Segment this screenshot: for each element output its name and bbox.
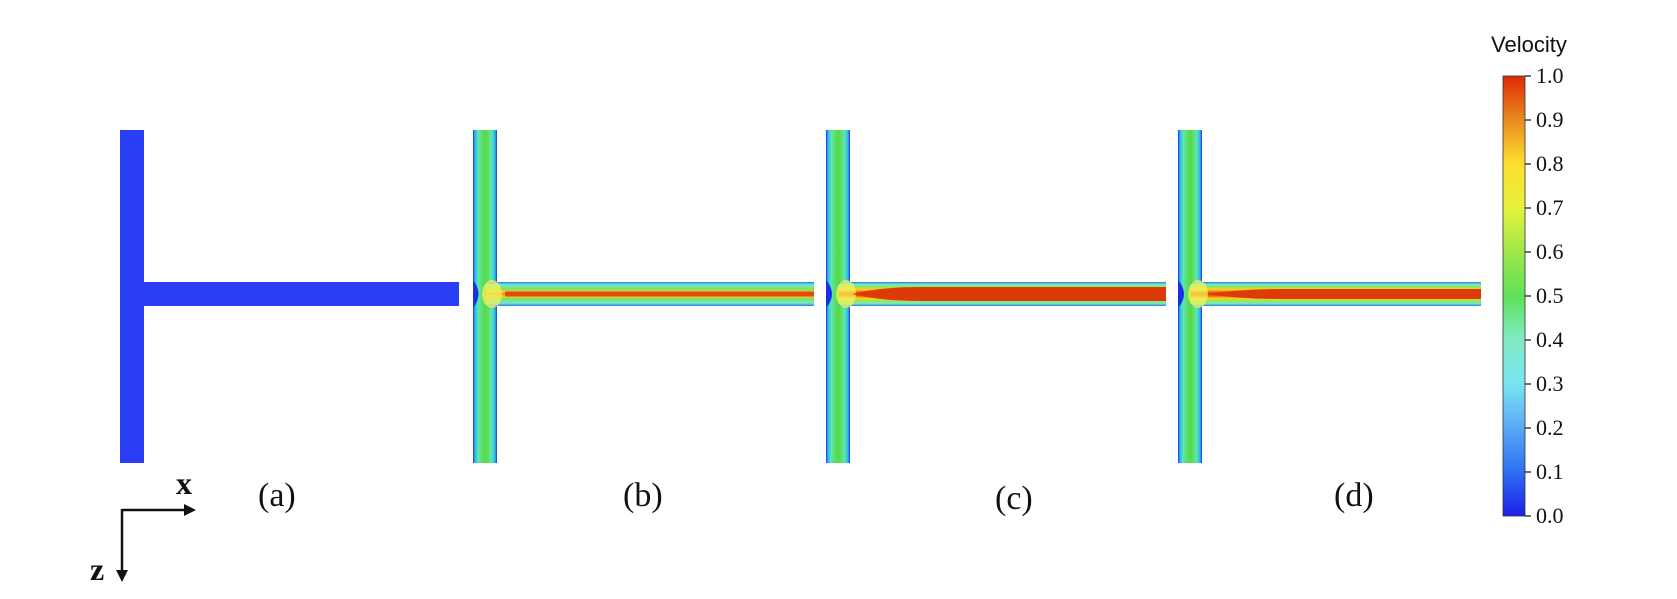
panel-c-junction-glow xyxy=(836,280,856,308)
z-axis-arrowhead-icon xyxy=(116,570,128,582)
colorbar: Velocity 1.0 0.9 0.8 0.7 0.6 0.5 0.4 0.3 0.2 0.1 0… xyxy=(1491,32,1567,528)
panel-b-junction-glow xyxy=(482,280,502,308)
panel-b-contour xyxy=(473,130,814,463)
colorbar-tick-label: 0.5 xyxy=(1536,283,1564,308)
colorbar-tick-label: 1.0 xyxy=(1536,63,1564,88)
colorbar-title: Velocity xyxy=(1491,32,1567,57)
panel-c-label: (c) xyxy=(995,480,1033,517)
panel-a-channel xyxy=(120,130,459,463)
panel-d-junction-stagnation xyxy=(1178,280,1184,308)
panel-b-core-streak xyxy=(505,291,814,297)
panel-a-vertical-channel xyxy=(120,130,144,463)
panel-a-horizontal-channel xyxy=(144,282,459,306)
panel-a-label: (a) xyxy=(258,477,296,514)
panel-c-contour xyxy=(826,130,1166,463)
colorbar-tick-label: 0.9 xyxy=(1536,107,1564,132)
panel-b-label: (b) xyxy=(623,477,663,514)
panel-d-junction-glow xyxy=(1188,280,1208,308)
panel-d-label: (d) xyxy=(1334,477,1374,514)
panel-d-core-streak xyxy=(1206,289,1481,299)
colorbar-tick-label: 0.1 xyxy=(1536,459,1564,484)
panel-d-contour xyxy=(1178,130,1481,463)
panel-b-junction-stagnation xyxy=(473,280,479,308)
panel-c-junction-stagnation xyxy=(826,280,832,308)
coordinate-axes: x z xyxy=(90,465,196,587)
colorbar-tick-label: 0.4 xyxy=(1536,327,1564,352)
colorbar-tick-label: 0.7 xyxy=(1536,195,1564,220)
colorbar-tick-label: 0.8 xyxy=(1536,151,1564,176)
colorbar-gradient xyxy=(1502,75,1526,517)
panel-c-core-streak xyxy=(852,287,1166,301)
colorbar-tick-label: 0.3 xyxy=(1536,371,1564,396)
z-axis-label: z xyxy=(90,551,104,587)
x-axis-arrowhead-icon xyxy=(184,504,196,516)
colorbar-tick-label: 0.2 xyxy=(1536,415,1564,440)
colorbar-tick-label: 0.6 xyxy=(1536,239,1564,264)
x-axis-label: x xyxy=(176,465,192,501)
colorbar-tick-label: 0.0 xyxy=(1536,503,1564,528)
colorbar-ticks: 1.0 0.9 0.8 0.7 0.6 0.5 0.4 0.3 0.2 0.1 0.0 xyxy=(1525,63,1564,528)
